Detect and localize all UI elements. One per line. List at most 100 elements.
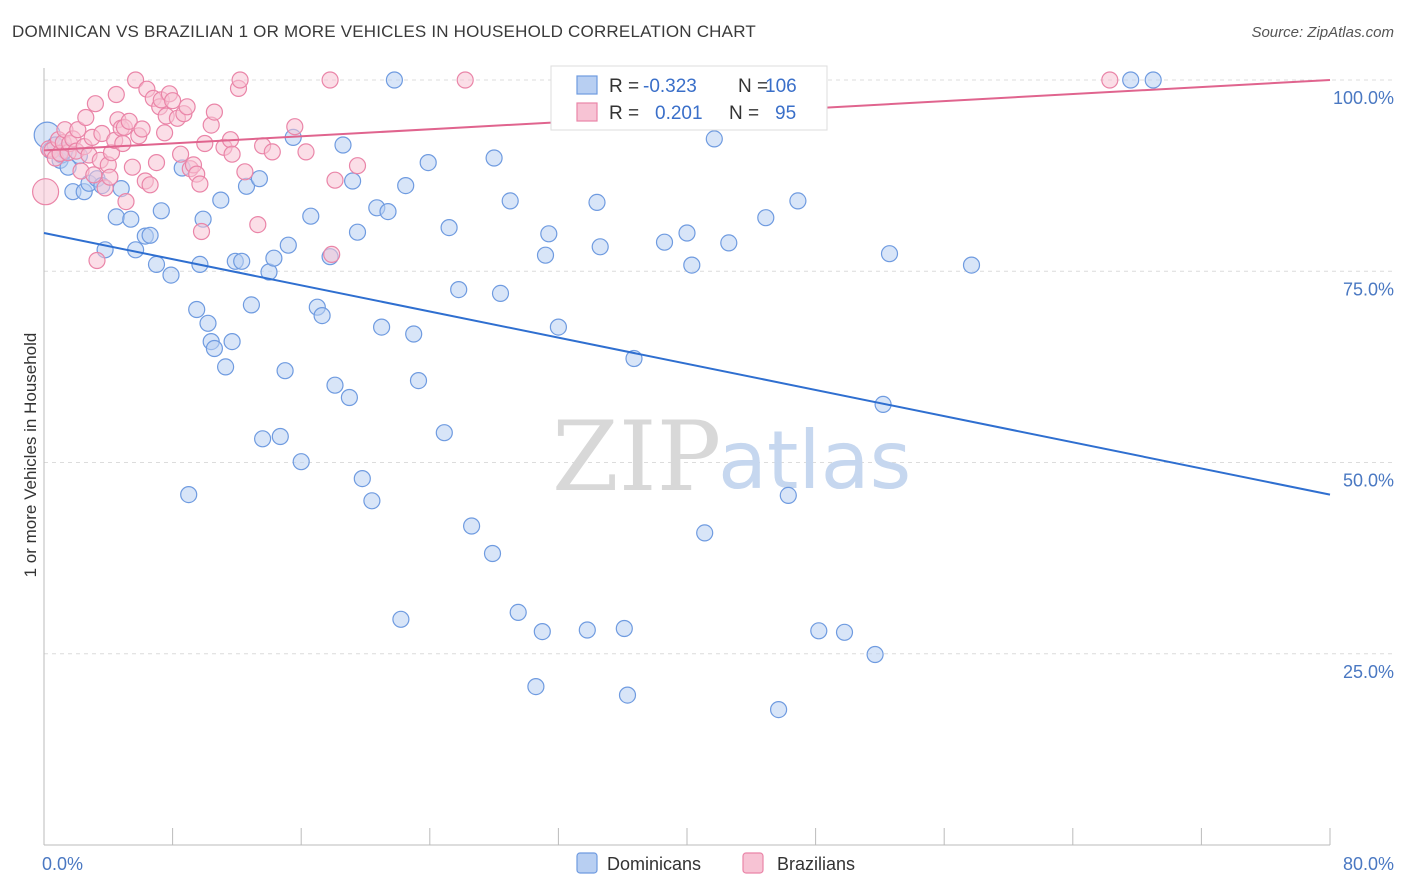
- dominicans-point-75: [509, 603, 527, 622]
- stats-r-value-2: 0.201: [655, 103, 703, 124]
- dominicans-point-105: [1144, 71, 1162, 89]
- dominicans-point-69: [450, 281, 468, 299]
- stats-r-label-2: R =: [609, 103, 639, 124]
- dominicans-point-63: [397, 177, 415, 195]
- brazilians-point-51: [172, 145, 190, 163]
- brazilians-point-35: [123, 158, 141, 176]
- dominicans-point-37: [242, 296, 260, 314]
- brazilians-point-33: [117, 193, 135, 211]
- dominicans-point-78: [536, 246, 555, 264]
- dominicans-point-28: [199, 314, 217, 332]
- dominicans-point-94: [757, 209, 775, 227]
- dominicans-point-98: [810, 622, 828, 640]
- dominicans-point-56: [353, 470, 371, 488]
- brazilians-point-72: [297, 143, 315, 161]
- dominicans-point-43: [276, 362, 294, 380]
- dominicans-point-90: [683, 256, 701, 274]
- brazilians-point-31: [114, 134, 132, 153]
- dominicans-point-31: [212, 191, 230, 209]
- dominicans-point-41: [265, 249, 283, 267]
- brazilians-point-18: [85, 166, 103, 184]
- dominicans-trend-line: [43, 232, 1331, 496]
- dominicans-point-100: [866, 645, 884, 664]
- stats-box: R = -0.323 N = 106 R = 0.201 N = 95: [550, 65, 828, 131]
- brazilians-point-25: [101, 168, 119, 186]
- watermark-atlas: atlas: [718, 414, 911, 507]
- brazilians-point-71: [286, 118, 304, 136]
- dominicans-point-70: [463, 517, 481, 535]
- dominicans-point-103: [962, 256, 981, 274]
- brazilians-point-53: [178, 98, 196, 116]
- dominicans-point-46: [292, 453, 310, 471]
- brazilians-point-75: [326, 171, 344, 189]
- dominicans-point-57: [363, 492, 381, 510]
- dominicans-point-84: [591, 238, 609, 256]
- brazilians-point-70: [263, 143, 281, 161]
- brazilians-point-43: [147, 154, 166, 172]
- y-tick-label-1: 50.0%: [1343, 471, 1394, 491]
- brazilians-point-46: [156, 124, 174, 142]
- dominicans-point-97: [789, 192, 807, 210]
- dominicans-point-72: [485, 149, 503, 167]
- dominicans-point-44: [279, 236, 297, 254]
- dominicans-point-47: [302, 207, 320, 225]
- brazilians-point-67: [236, 163, 254, 181]
- dominicans-point-67: [435, 424, 453, 442]
- dominicans-point-20: [147, 255, 166, 273]
- dominicans-point-55: [348, 223, 367, 241]
- legend-swatch-dominicans: [576, 852, 598, 874]
- dominicans-point-91: [696, 524, 714, 542]
- stats-r-value-1: -0.323: [643, 76, 697, 97]
- brazilians-point-68: [249, 216, 267, 234]
- dominicans-point-89: [678, 224, 696, 242]
- dominicans-point-92: [705, 130, 723, 148]
- dominicans-point-66: [419, 154, 437, 172]
- dominicans-point-14: [107, 208, 125, 226]
- brazilians-point-66: [231, 71, 249, 89]
- dominicans-point-52: [334, 136, 352, 154]
- dominicans-point-35: [233, 252, 251, 270]
- brazilians-point-15: [77, 108, 95, 127]
- x-tick-label-0: 0.0%: [42, 854, 83, 874]
- legend-swatch-brazilians: [742, 852, 764, 874]
- dominicans-point-22: [162, 266, 180, 284]
- y-tick-label-2: 75.0%: [1343, 279, 1394, 299]
- dominicans-point-76: [527, 677, 545, 696]
- dominicans-point-19: [141, 226, 159, 244]
- brazilians-point-41: [141, 176, 159, 194]
- dominicans-point-95: [769, 700, 788, 719]
- brazilians-point-77: [456, 71, 474, 89]
- axes: [43, 68, 1331, 846]
- dominicans-point-65: [409, 372, 428, 390]
- dominicans-point-60: [379, 203, 397, 221]
- dominicans-point-102: [880, 245, 899, 263]
- brazilians-point-19: [86, 95, 105, 113]
- brazilians-point-28: [107, 85, 125, 104]
- dominicans-point-39: [254, 430, 272, 448]
- dominicans-point-25: [188, 300, 206, 319]
- dominicans-point-30: [205, 339, 223, 358]
- dominicans-point-83: [588, 193, 606, 211]
- dominicans-point-16: [122, 210, 140, 228]
- brazilians-point-0: [31, 178, 60, 206]
- dominicans-point-68: [440, 219, 458, 237]
- dominicans-point-73: [491, 284, 510, 302]
- brazilians-point-61: [205, 103, 223, 121]
- legend-label-dominicans: Dominicans: [607, 854, 701, 874]
- legend-label-brazilians: Brazilians: [777, 854, 855, 874]
- dominicans-point-93: [720, 234, 738, 252]
- stats-swatch-brazilians: [576, 102, 598, 122]
- dominicans-point-33: [223, 333, 241, 351]
- y-tick-label-0: 25.0%: [1343, 662, 1394, 682]
- dominicans-point-53: [340, 388, 358, 407]
- stats-swatch-dominicans: [576, 75, 598, 95]
- brazilians-point-58: [192, 222, 211, 241]
- watermark-zip: ZIP: [552, 401, 721, 513]
- dominicans-point-21: [152, 202, 170, 220]
- y-tick-label-3: 100.0%: [1333, 88, 1394, 108]
- dominicans-point-42: [271, 427, 289, 446]
- dominicans-point-85: [615, 619, 633, 638]
- dominicans-point-59: [373, 318, 391, 336]
- dominicans-point-51: [326, 376, 344, 394]
